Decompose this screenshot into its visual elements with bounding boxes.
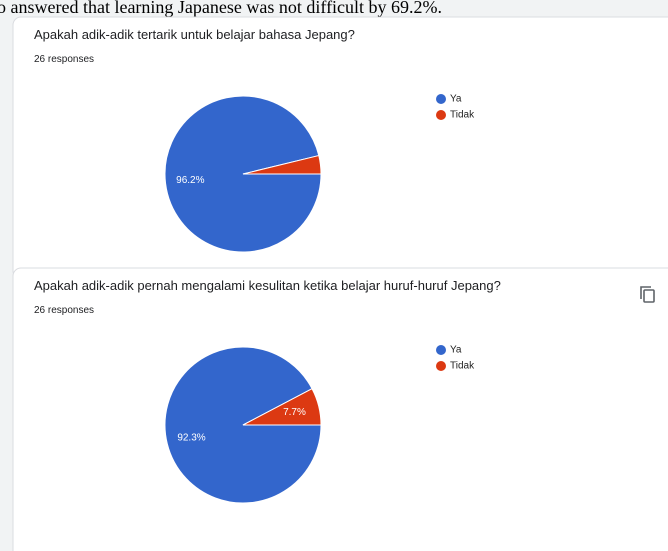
legend-label: Tidak <box>450 110 475 121</box>
legend-swatch <box>436 345 446 355</box>
slice-label: 96.2% <box>176 175 204 186</box>
card <box>12 16 668 280</box>
slice-label: 92.3% <box>177 432 205 443</box>
chart-subtitle: 26 responses <box>34 305 94 316</box>
pie-slice <box>242 154 322 175</box>
pie-slice <box>242 388 322 426</box>
slice-label: 7.7% <box>283 407 306 418</box>
card <box>12 267 668 551</box>
caption: o answered that learning Japanese was no… <box>0 0 442 17</box>
legend-swatch <box>436 110 446 120</box>
legend-label: Ya <box>450 94 462 105</box>
chart-title: Apakah adik-adik pernah mengalami kesuli… <box>34 278 501 293</box>
copy-icon[interactable] <box>640 286 655 303</box>
legend-label: Ya <box>450 345 462 356</box>
legend-swatch <box>436 361 446 371</box>
chart-title: Apakah adik-adik tertarik untuk belajar … <box>34 27 355 42</box>
legend-swatch <box>436 94 446 104</box>
chart-subtitle: 26 responses <box>34 54 94 65</box>
legend-label: Tidak <box>450 361 475 372</box>
